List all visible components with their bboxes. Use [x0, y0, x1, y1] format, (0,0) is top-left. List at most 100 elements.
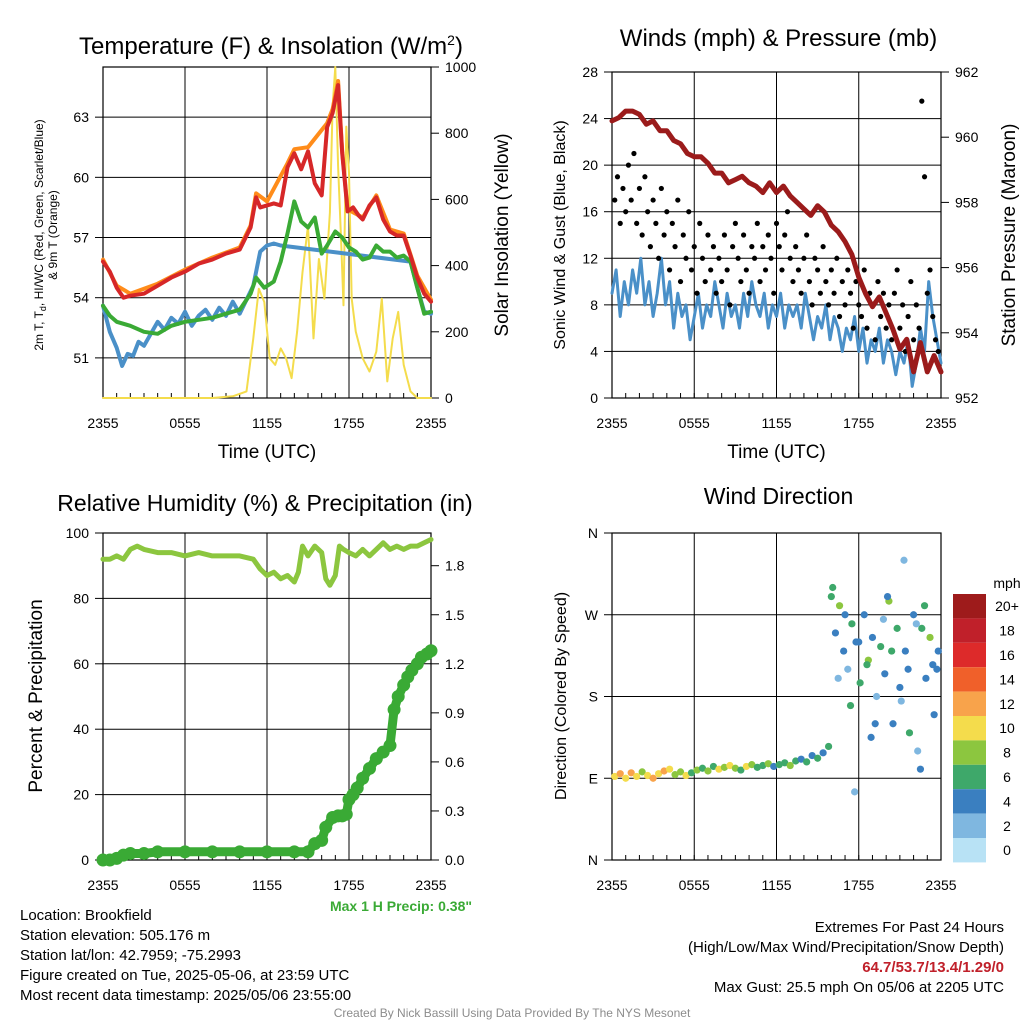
rh-ytick-right-label: 0.0: [445, 852, 465, 868]
winddir-point: [611, 772, 619, 781]
winddir-point: [759, 761, 767, 770]
winddir-point: [916, 765, 925, 773]
wind-gust-point: [908, 278, 914, 285]
winds-xtick-label: 1755: [843, 415, 874, 431]
rh-ytick-label: 20: [73, 787, 89, 803]
rh-ytick-right-label: 1.2: [445, 656, 465, 672]
colorbar-swatch: [953, 618, 986, 643]
wind-gust-point: [650, 197, 656, 203]
wind-gust-point: [724, 267, 730, 273]
winds-ytick-right-label: 962: [955, 64, 979, 80]
wind-gust-point: [804, 232, 810, 238]
winddir-point: [616, 770, 624, 778]
wind-gust-point: [815, 267, 821, 273]
wind-gust-point: [697, 220, 703, 226]
wind-gust-point: [672, 244, 678, 250]
winddir-point: [622, 774, 630, 782]
rh-xtick-label: 2355: [87, 877, 118, 893]
extremes-values: 64.7/53.7/13.4/1.29/0: [862, 959, 1004, 976]
wind-gust-point: [771, 290, 777, 296]
winddir-point: [844, 665, 852, 673]
winddir-point: [704, 767, 712, 775]
wind-gust-point: [688, 267, 695, 273]
winddir-point: [638, 768, 646, 776]
wind-gust-point: [710, 244, 717, 250]
credit-line: Created By Nick Bassill Using Data Provi…: [333, 1006, 691, 1020]
winddir-point: [627, 769, 635, 777]
wind-gust-point: [735, 255, 741, 261]
winddir-point: [860, 611, 868, 619]
winds-ytick-label: 24: [582, 111, 598, 127]
winddir-point: [868, 633, 877, 642]
winddir-point: [877, 642, 885, 651]
wind-gust-point: [910, 337, 917, 343]
temp-series-green: [101, 199, 433, 336]
wind-gust-point: [669, 220, 675, 226]
temp-ytick-label: 51: [73, 350, 89, 366]
temp-xtick-label: 1755: [333, 415, 364, 431]
wind-gust-point: [842, 302, 848, 308]
precip-point: [315, 833, 329, 847]
rh-title: Relative Humidity (%) & Precipitation (i…: [57, 490, 472, 516]
wind-gust-point: [675, 197, 681, 203]
winddir-ylabel: Direction (Colored By Speed): [553, 592, 570, 800]
wind-gust-point: [647, 244, 653, 250]
wind-gust-point: [661, 232, 667, 238]
temp-series-red: [101, 83, 433, 304]
winddir-point: [819, 749, 827, 757]
wind-gust-point: [757, 278, 763, 285]
winddir-point: [709, 762, 718, 771]
temp-ytick-right-label: 800: [445, 125, 469, 141]
precip-point: [137, 846, 151, 860]
winddir-point: [764, 760, 772, 768]
winds-ylabel-right: Station Pressure (Maroon): [999, 124, 1020, 347]
winddir-point: [715, 765, 723, 773]
wind-gust-point: [787, 255, 793, 261]
wind-gust-point: [834, 255, 840, 261]
wind-gust-point: [628, 197, 634, 203]
wind-gust-point: [927, 267, 933, 273]
winds-frame: [611, 71, 942, 399]
wind-gust-point: [823, 278, 829, 285]
temp-ytick-label: 63: [73, 109, 89, 125]
winddir-point: [930, 711, 938, 719]
colorbar-label: 12: [999, 696, 1015, 712]
winddir-title: Wind Direction: [704, 483, 854, 509]
wind-gust-point: [691, 244, 697, 250]
precip-point: [319, 820, 333, 834]
temp-series-blue: [101, 241, 433, 368]
temp-ytick-label: 60: [73, 169, 89, 185]
temp-ylabel: 2m T, Td, HI/WC (Red, Green, Scarlet/Blu…: [32, 119, 48, 350]
rh-ytick-right-label: 0.6: [445, 754, 465, 770]
wind-gust-point: [795, 267, 802, 273]
winddir-point: [934, 647, 942, 655]
winddir-point: [781, 759, 789, 767]
wind-gust-point: [708, 267, 714, 273]
winds-panel: 2355 0555 1155 1755 2355 0 4 8 12 16 20 24 28 952 954 9…: [552, 25, 1020, 463]
colorbar-swatch: [953, 813, 986, 838]
winddir-point: [671, 771, 679, 779]
wind-gust-point: [636, 185, 643, 192]
winddir-point: [770, 762, 778, 771]
wind-gust-point: [798, 290, 804, 296]
winddir-point: [840, 647, 848, 655]
winddir-point: [824, 742, 833, 751]
winds-pressure-line: [609, 108, 944, 375]
temp-ytick-right-label: 1000: [445, 59, 476, 75]
station-info: Location: Brookfield Station elevation: …: [20, 906, 351, 1006]
winddir-point: [926, 633, 934, 642]
rh-ytick-label: 40: [73, 721, 89, 737]
precip-point: [424, 644, 438, 658]
winddir-point: [856, 679, 864, 687]
wind-gust-point: [919, 98, 925, 104]
winddir-point: [918, 624, 926, 632]
wind-gust-point: [790, 278, 796, 285]
wind-gust-point: [817, 290, 823, 296]
wind-gust-point: [831, 290, 837, 296]
wind-gust-point: [768, 255, 774, 261]
winddir-point: [846, 701, 855, 710]
wind-gust-point: [719, 278, 725, 285]
wind-gust-point: [897, 325, 903, 331]
precip-point: [391, 690, 405, 703]
winddir-point: [829, 583, 837, 592]
